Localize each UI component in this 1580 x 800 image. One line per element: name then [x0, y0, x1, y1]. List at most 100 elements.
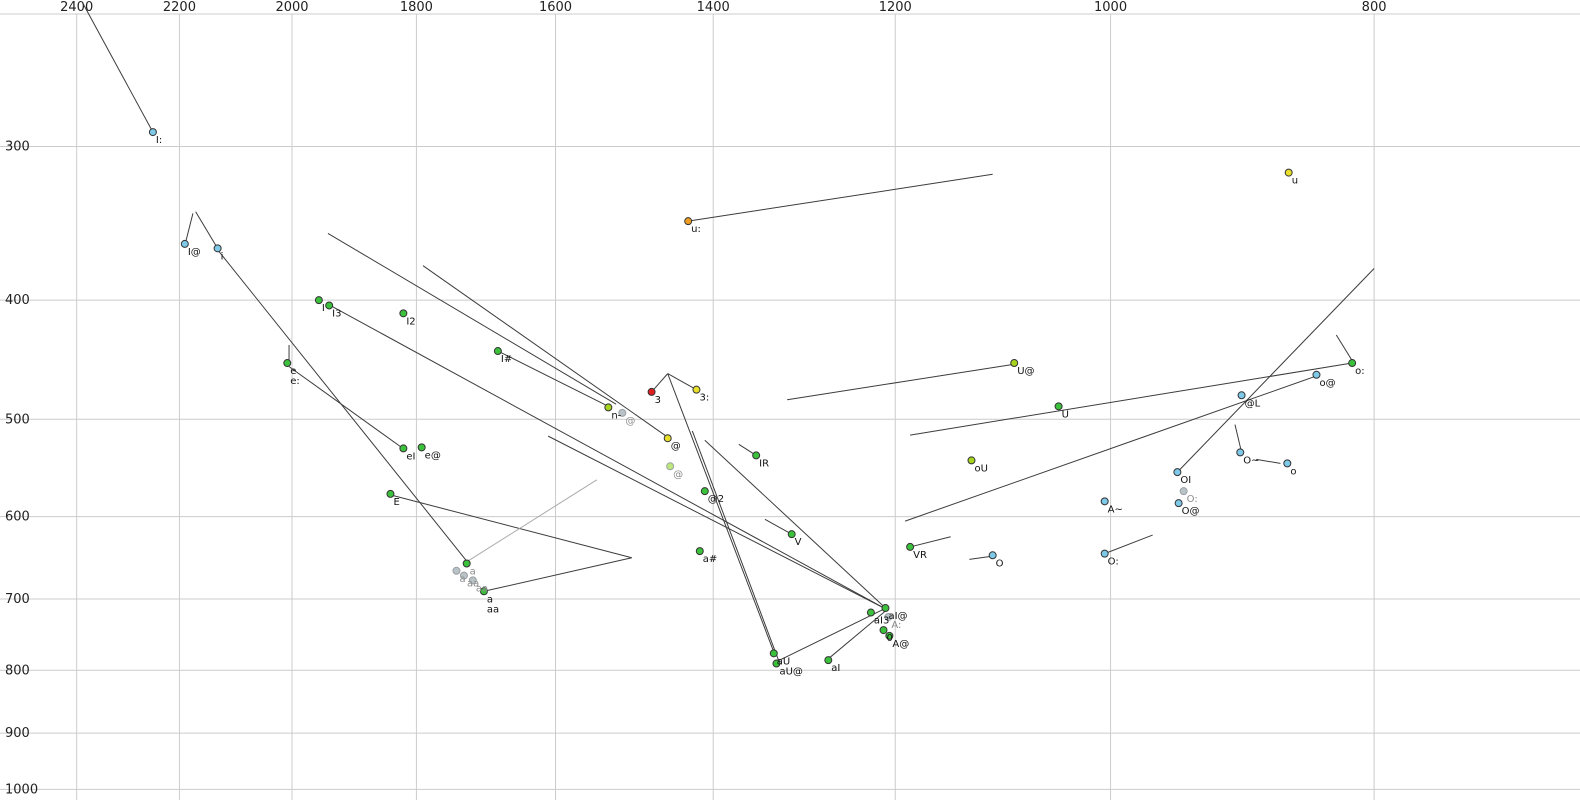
trajectory-line: [422, 265, 668, 438]
trajectory-line: [497, 350, 609, 407]
vowel-label: @: [671, 441, 681, 452]
vowel-label: e@: [425, 450, 441, 461]
axis-tick-labels: 2400 2200 2000 1800 1600 1400 1200 1000 800 300 40…: [5, 0, 1387, 797]
vowel-label: OI: [1180, 475, 1191, 486]
vowel-label: e:: [290, 376, 300, 387]
x-tick-label-1000: 1000: [1094, 0, 1127, 15]
vowel-point-O:: [1100, 549, 1109, 558]
vowel-point-e@: [417, 443, 426, 452]
trajectory-line: [195, 211, 219, 249]
vowel-point-E: [386, 489, 395, 498]
vowel-point-@: [663, 434, 672, 443]
vowel-point-aI: [824, 656, 833, 665]
trajectory-line: [466, 479, 598, 563]
vowel-label: i: [221, 251, 224, 262]
trajectory-line: [667, 373, 775, 653]
x-tick-label-2000: 2000: [275, 0, 308, 15]
trajectory-line: [83, 4, 154, 133]
trajectory-line: [691, 430, 779, 660]
y-tick-label-600: 600: [5, 510, 30, 525]
vowel-point-0: [879, 626, 888, 635]
vowel-label: oU: [974, 463, 987, 474]
vowel-point-I: [314, 296, 323, 305]
trajectory-line: [184, 213, 194, 246]
vowel-point-u:: [684, 217, 693, 226]
vowel-point-O~: [1236, 448, 1245, 457]
trajectory-line: [651, 373, 669, 393]
gridlines: [0, 13, 1580, 800]
vowel-point-e: [283, 359, 292, 368]
vowel-label: @: [673, 469, 683, 480]
vowel-point-U@: [1010, 359, 1019, 368]
vowel-point-A~: [1100, 497, 1109, 506]
vowel-label: a: [459, 574, 465, 585]
vowel-point-I:: [148, 128, 157, 137]
vowel-point-oU: [967, 456, 976, 465]
vowel-label: a#: [703, 554, 718, 565]
vowel-point-n-: [604, 403, 613, 412]
trajectory-line: [327, 303, 886, 610]
vowel-label: o:: [1355, 366, 1365, 377]
vowel-point-a#: [695, 547, 704, 556]
vowel-point-aI@: [881, 604, 890, 613]
vowel-point-aI3: [866, 608, 875, 617]
vowel-label: I@: [188, 247, 201, 258]
vowel-label: aa: [467, 579, 479, 590]
vowel-label: @L: [1245, 398, 1261, 409]
x-tick-label-1200: 1200: [879, 0, 912, 15]
vowel-label: IR: [759, 458, 769, 469]
vowel-label: 3: [655, 395, 661, 406]
y-tick-label-700: 700: [5, 592, 30, 607]
x-tick-label-2400: 2400: [60, 0, 93, 15]
vowel-label: aU: [777, 656, 790, 667]
vowel-label: 3:: [699, 393, 709, 404]
trajectory-line: [1104, 534, 1153, 555]
vowel-point-aU@: [772, 659, 781, 668]
trajectory-line: [909, 536, 951, 548]
vowel-label: @2: [708, 494, 724, 505]
trajectory-line: [1177, 268, 1375, 473]
vowel-point-V: [787, 530, 796, 539]
vowel-label: A:: [891, 620, 901, 631]
vowel-label: A~: [1108, 504, 1123, 515]
vowel-point-aU: [769, 649, 778, 658]
vowel-point-VR: [906, 542, 915, 551]
vowel-label: e: [290, 366, 296, 377]
y-tick-label-300: 300: [5, 140, 30, 155]
vowel-point-i: [213, 244, 222, 253]
vowel-point-aa: [468, 576, 477, 585]
vowel-point-eI: [399, 444, 408, 453]
vowel-points: [148, 128, 1357, 668]
vowel-point-3: [647, 387, 656, 396]
vowel-point-U: [1054, 402, 1063, 411]
x-tick-label-1800: 1800: [400, 0, 433, 15]
vowel-label: aI3: [874, 616, 889, 627]
vowel-point-@2: [700, 487, 709, 496]
trajectory-line: [904, 375, 1317, 522]
vowel-label: o@: [1319, 378, 1335, 389]
trajectory-line: [688, 173, 993, 222]
x-tick-label-1600: 1600: [539, 0, 572, 15]
vowel-label: aI@: [888, 611, 907, 622]
trajectory-line: [1256, 458, 1281, 464]
vowel-point-a: [462, 559, 471, 568]
vowel-point-O@: [1174, 499, 1183, 508]
x-tick-label-1400: 1400: [697, 0, 730, 15]
vowel-label: aa: [476, 583, 488, 594]
trajectory-line: [969, 555, 993, 560]
vowel-label: a: [487, 594, 493, 605]
vowel-label: u:: [691, 224, 701, 235]
vowel-point-aa: [459, 571, 468, 580]
vowel-point-I#: [493, 347, 502, 356]
vowel-label: @: [625, 416, 635, 427]
vowel-label: O:: [1187, 494, 1198, 505]
vowel-label: aU@: [779, 667, 802, 678]
vowel-label: A@: [892, 639, 909, 650]
trajectory-line: [787, 363, 1015, 401]
y-tick-label-800: 800: [5, 663, 30, 678]
vowel-label: a: [470, 566, 476, 577]
vowel-label: O: [996, 558, 1004, 569]
trajectory-line: [764, 518, 792, 535]
vowel-point-A:: [884, 612, 893, 621]
